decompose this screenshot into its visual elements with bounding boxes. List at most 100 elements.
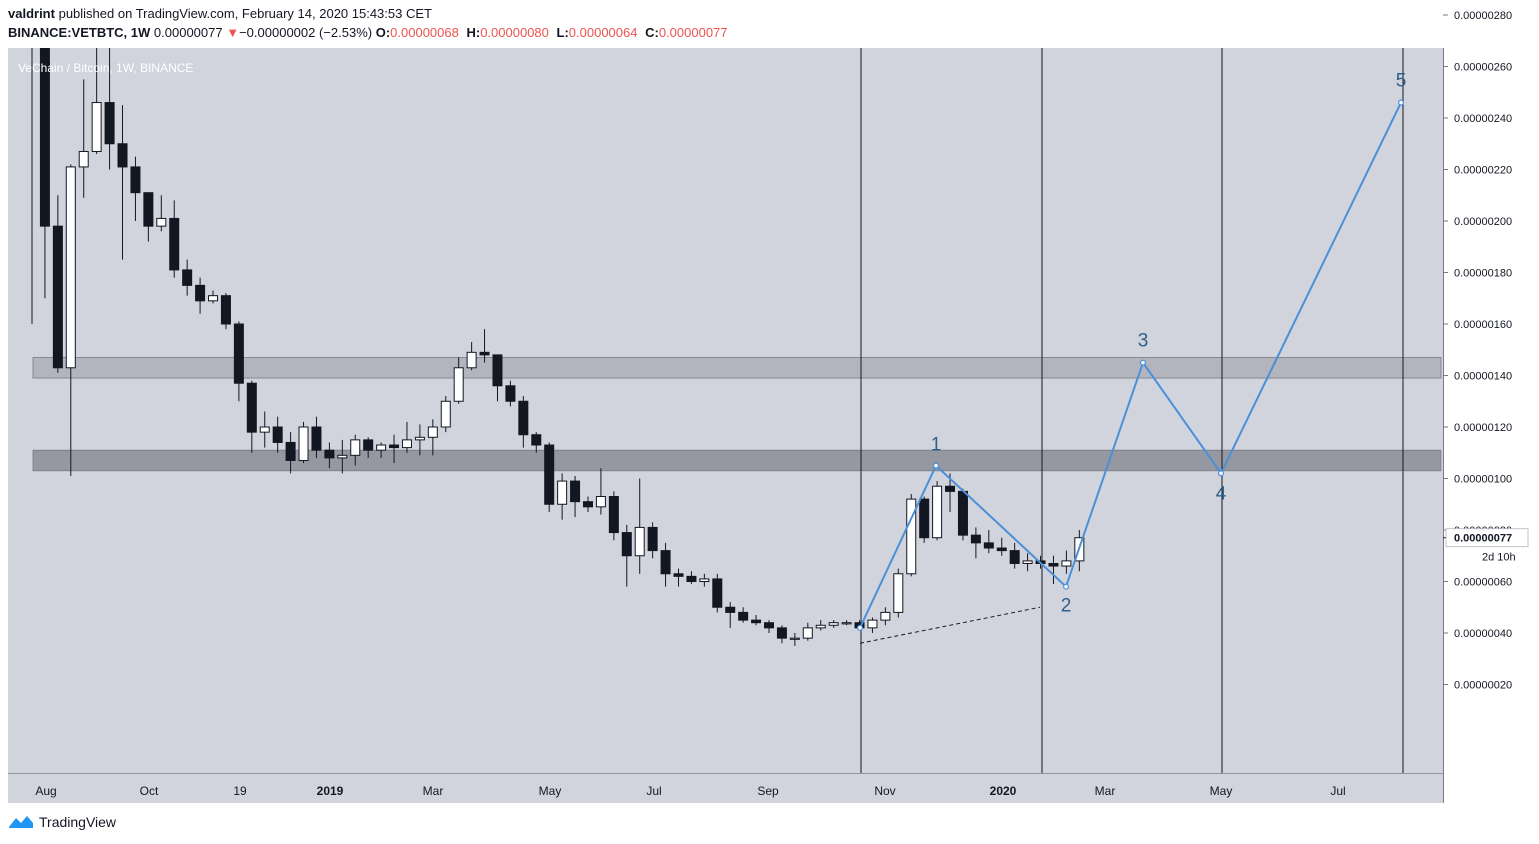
time-axis-background (8, 773, 1443, 803)
wave-label-5: 5 (1396, 71, 1407, 92)
candle-body (996, 547, 1007, 552)
published-text: published on TradingView.com, February 1… (58, 6, 432, 21)
candle-body (182, 269, 193, 286)
wave-label-2: 2 (1061, 596, 1072, 617)
candle-body (945, 485, 956, 492)
candle-body (130, 166, 141, 194)
wave-path (859, 102, 1402, 629)
candle-body (595, 496, 606, 508)
last-price: 0.00000077 (153, 25, 223, 40)
footer-brand[interactable]: TradingView (8, 814, 116, 830)
price-change: −0.00000002 (−2.53%) (239, 25, 373, 40)
candle-body (233, 323, 244, 384)
wave-label-4: 4 (1216, 483, 1227, 504)
author-name[interactable]: valdrint (8, 6, 55, 21)
price-label: 0.00000077 (1454, 533, 1512, 545)
x-tick-label: Nov (874, 784, 895, 798)
candle-body (582, 501, 593, 508)
candle-body (919, 498, 930, 539)
candle-body (52, 225, 63, 369)
candle-body (440, 400, 451, 428)
y-tick-label: 0.00000200 (1454, 216, 1512, 228)
x-tick-label: May (1210, 784, 1233, 798)
x-tick-label: Sep (757, 784, 779, 798)
candle-body (156, 217, 167, 227)
candle-body (970, 534, 981, 544)
candle-body (957, 490, 968, 536)
high-value: 0.00000080 (480, 25, 549, 40)
y-tick-label: 0.00000160 (1454, 319, 1512, 331)
candle-body (802, 627, 813, 639)
y-tick-label: 0.00000120 (1454, 422, 1512, 434)
plot-area: 1 2 3 4 5 (31, 48, 1442, 773)
candle-body (220, 295, 231, 325)
candle-body (272, 426, 283, 443)
y-tick-label: 0.00000240 (1454, 113, 1512, 125)
x-tick-label: Oct (140, 784, 159, 798)
open-value: 0.00000068 (390, 25, 459, 40)
candle-body (78, 150, 89, 168)
candle-body (518, 400, 529, 436)
candle-body (570, 480, 581, 503)
wave-point (1217, 470, 1224, 477)
x-tick-label: Mar (1095, 784, 1116, 798)
y-tick-label: 0.00000060 (1454, 577, 1512, 589)
candle-body (91, 102, 102, 152)
tradingview-brand: TradingView (39, 814, 117, 830)
countdown-box (1476, 547, 1528, 566)
candle-body (492, 354, 503, 387)
y-tick-label: 0.00000220 (1454, 165, 1512, 177)
candle-body (634, 526, 645, 557)
wave-point (1139, 359, 1146, 366)
candle-body (1048, 562, 1059, 567)
candle-body (324, 449, 335, 459)
candle-body (401, 439, 412, 449)
y-tick-label: 0.00000180 (1454, 268, 1512, 280)
y-tick-label: 0.00000260 (1454, 62, 1512, 74)
x-tick-label: 2020 (990, 784, 1017, 798)
candle-body (143, 192, 154, 227)
wave-label-1: 1 (931, 435, 942, 456)
candle-body (647, 526, 658, 552)
down-arrow-icon: ▼ (226, 25, 240, 40)
publish-info: valdrint published on TradingView.com, F… (8, 6, 432, 21)
wave-point (856, 624, 863, 631)
candle-body (544, 444, 555, 505)
candle-body (557, 480, 568, 505)
candle-body (1061, 560, 1072, 567)
candle-body (906, 498, 917, 575)
wave-point (932, 462, 939, 469)
candle-body (699, 578, 710, 582)
candle-body (764, 622, 775, 629)
y-tick-label: 0.00000140 (1454, 371, 1512, 383)
candle-body (117, 143, 128, 168)
candle-body (246, 382, 257, 433)
candle-body (789, 637, 800, 640)
candle-body (195, 284, 206, 302)
candle-body (983, 542, 994, 549)
candle-body (712, 578, 723, 608)
candle-body (841, 622, 852, 625)
candle-body (621, 532, 632, 557)
tradingview-logo-icon (9, 816, 33, 828)
wave-point (1062, 583, 1069, 590)
low-value: 0.00000064 (568, 25, 638, 40)
candle-body (893, 573, 904, 613)
x-tick-label: May (539, 784, 562, 798)
x-tick-label: Jul (646, 784, 661, 798)
candle-body (350, 439, 361, 456)
candle-body (725, 606, 736, 613)
candle-body (776, 627, 787, 639)
candle-body (39, 48, 50, 227)
candle-body (169, 217, 180, 271)
ohlc-header: BINANCE:VETBTC, 1W 0.00000077 ▼−0.000000… (8, 25, 732, 40)
candle-body (505, 385, 516, 402)
candle-body (531, 434, 542, 446)
candle-body (376, 444, 387, 451)
chart-title: VeChain / Bitcoin, 1W, BINANCE (18, 61, 193, 75)
candle-body (466, 351, 477, 369)
close-label: C: (645, 25, 659, 40)
resistance-zone (32, 357, 1442, 379)
open-label: O: (375, 25, 391, 40)
